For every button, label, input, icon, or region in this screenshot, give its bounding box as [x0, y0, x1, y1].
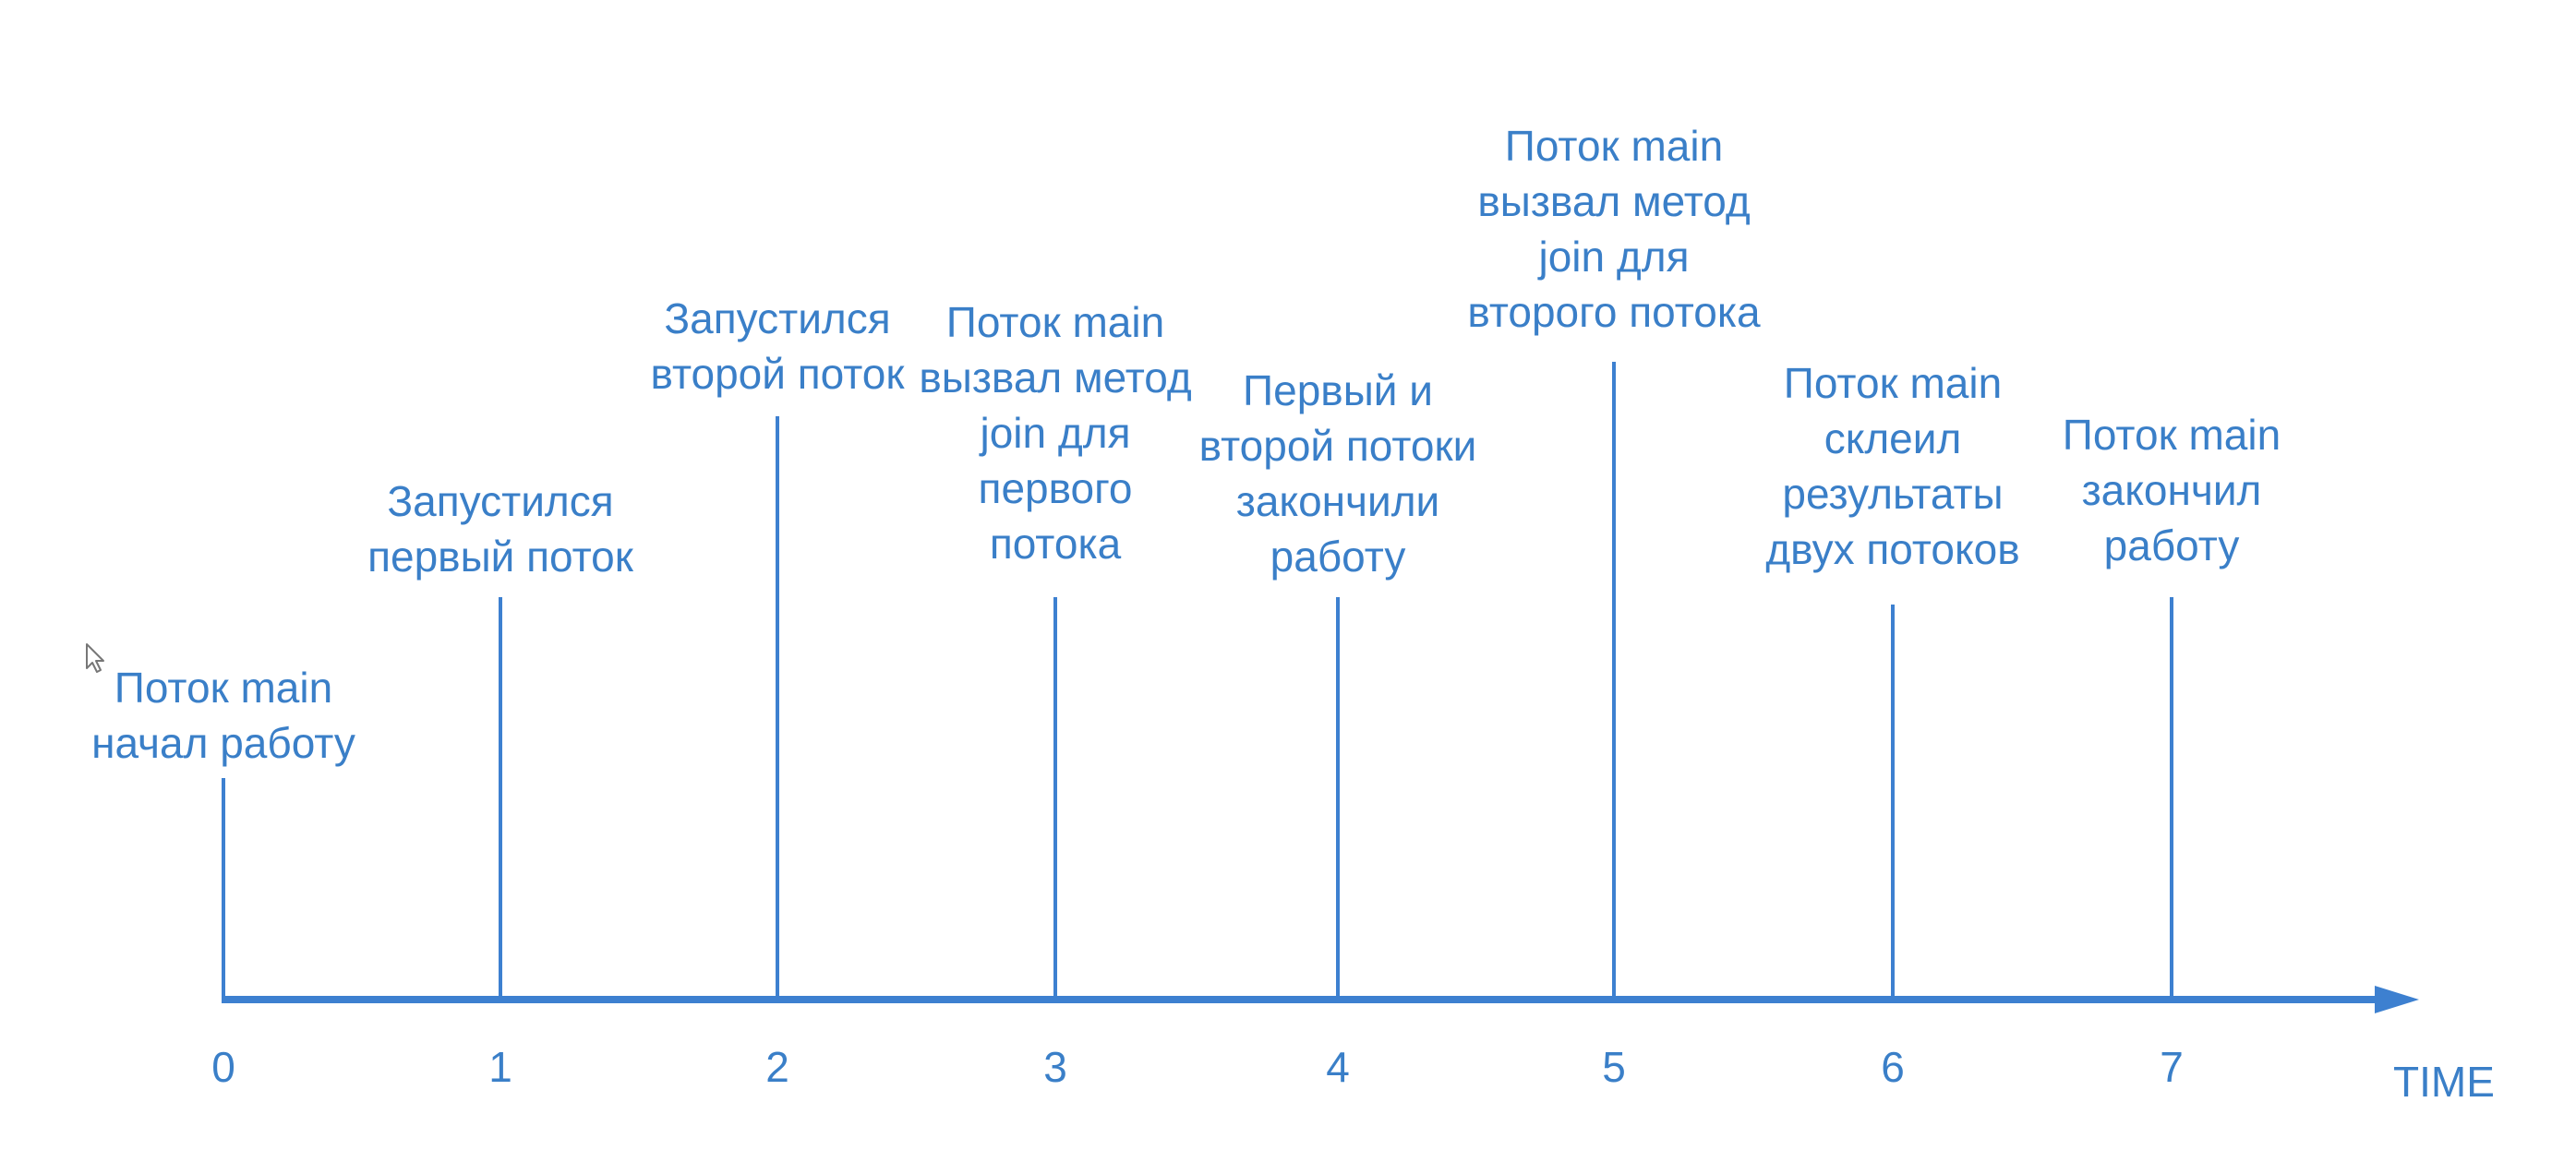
event-label-6: Поток main склеил результаты двух потоко… [1765, 359, 2020, 573]
tick-label-3: 3 [1043, 1043, 1067, 1091]
mouse-pointer-icon [86, 643, 104, 673]
time-axis [222, 996, 2382, 1003]
event-label-4: Первый и второй потоки закончили работу [1198, 366, 1477, 581]
event-line-7 [2170, 597, 2173, 996]
event-line-4 [1336, 597, 1340, 996]
event-line-6 [1891, 605, 1895, 996]
time-axis-arrow-icon [2375, 986, 2419, 1013]
event-label-3: Поток main вызвал метод join для первого… [919, 298, 1192, 568]
event-line-5 [1612, 362, 1616, 996]
event-label-5: Поток main вызвал метод join для второго… [1467, 122, 1761, 336]
event-line-2 [776, 416, 779, 996]
tick-label-0: 0 [211, 1043, 235, 1091]
event-label-0: Поток main начал работу [91, 664, 355, 767]
tick-label-4: 4 [1326, 1043, 1350, 1091]
event-line-3 [1053, 597, 1057, 996]
event-label-2: Запустился второй поток [650, 294, 905, 398]
event-line-0 [222, 778, 225, 996]
tick-label-1: 1 [488, 1043, 512, 1091]
tick-label-7: 7 [2160, 1043, 2184, 1091]
event-label-1: Запустился первый поток [367, 477, 633, 581]
tick-label-5: 5 [1602, 1043, 1626, 1091]
tick-label-6: 6 [1881, 1043, 1905, 1091]
event-line-1 [499, 597, 502, 996]
time-axis-label: TIME [2393, 1058, 2495, 1106]
tick-label-2: 2 [765, 1043, 789, 1091]
event-label-7: Поток main закончил работу [2062, 411, 2281, 569]
